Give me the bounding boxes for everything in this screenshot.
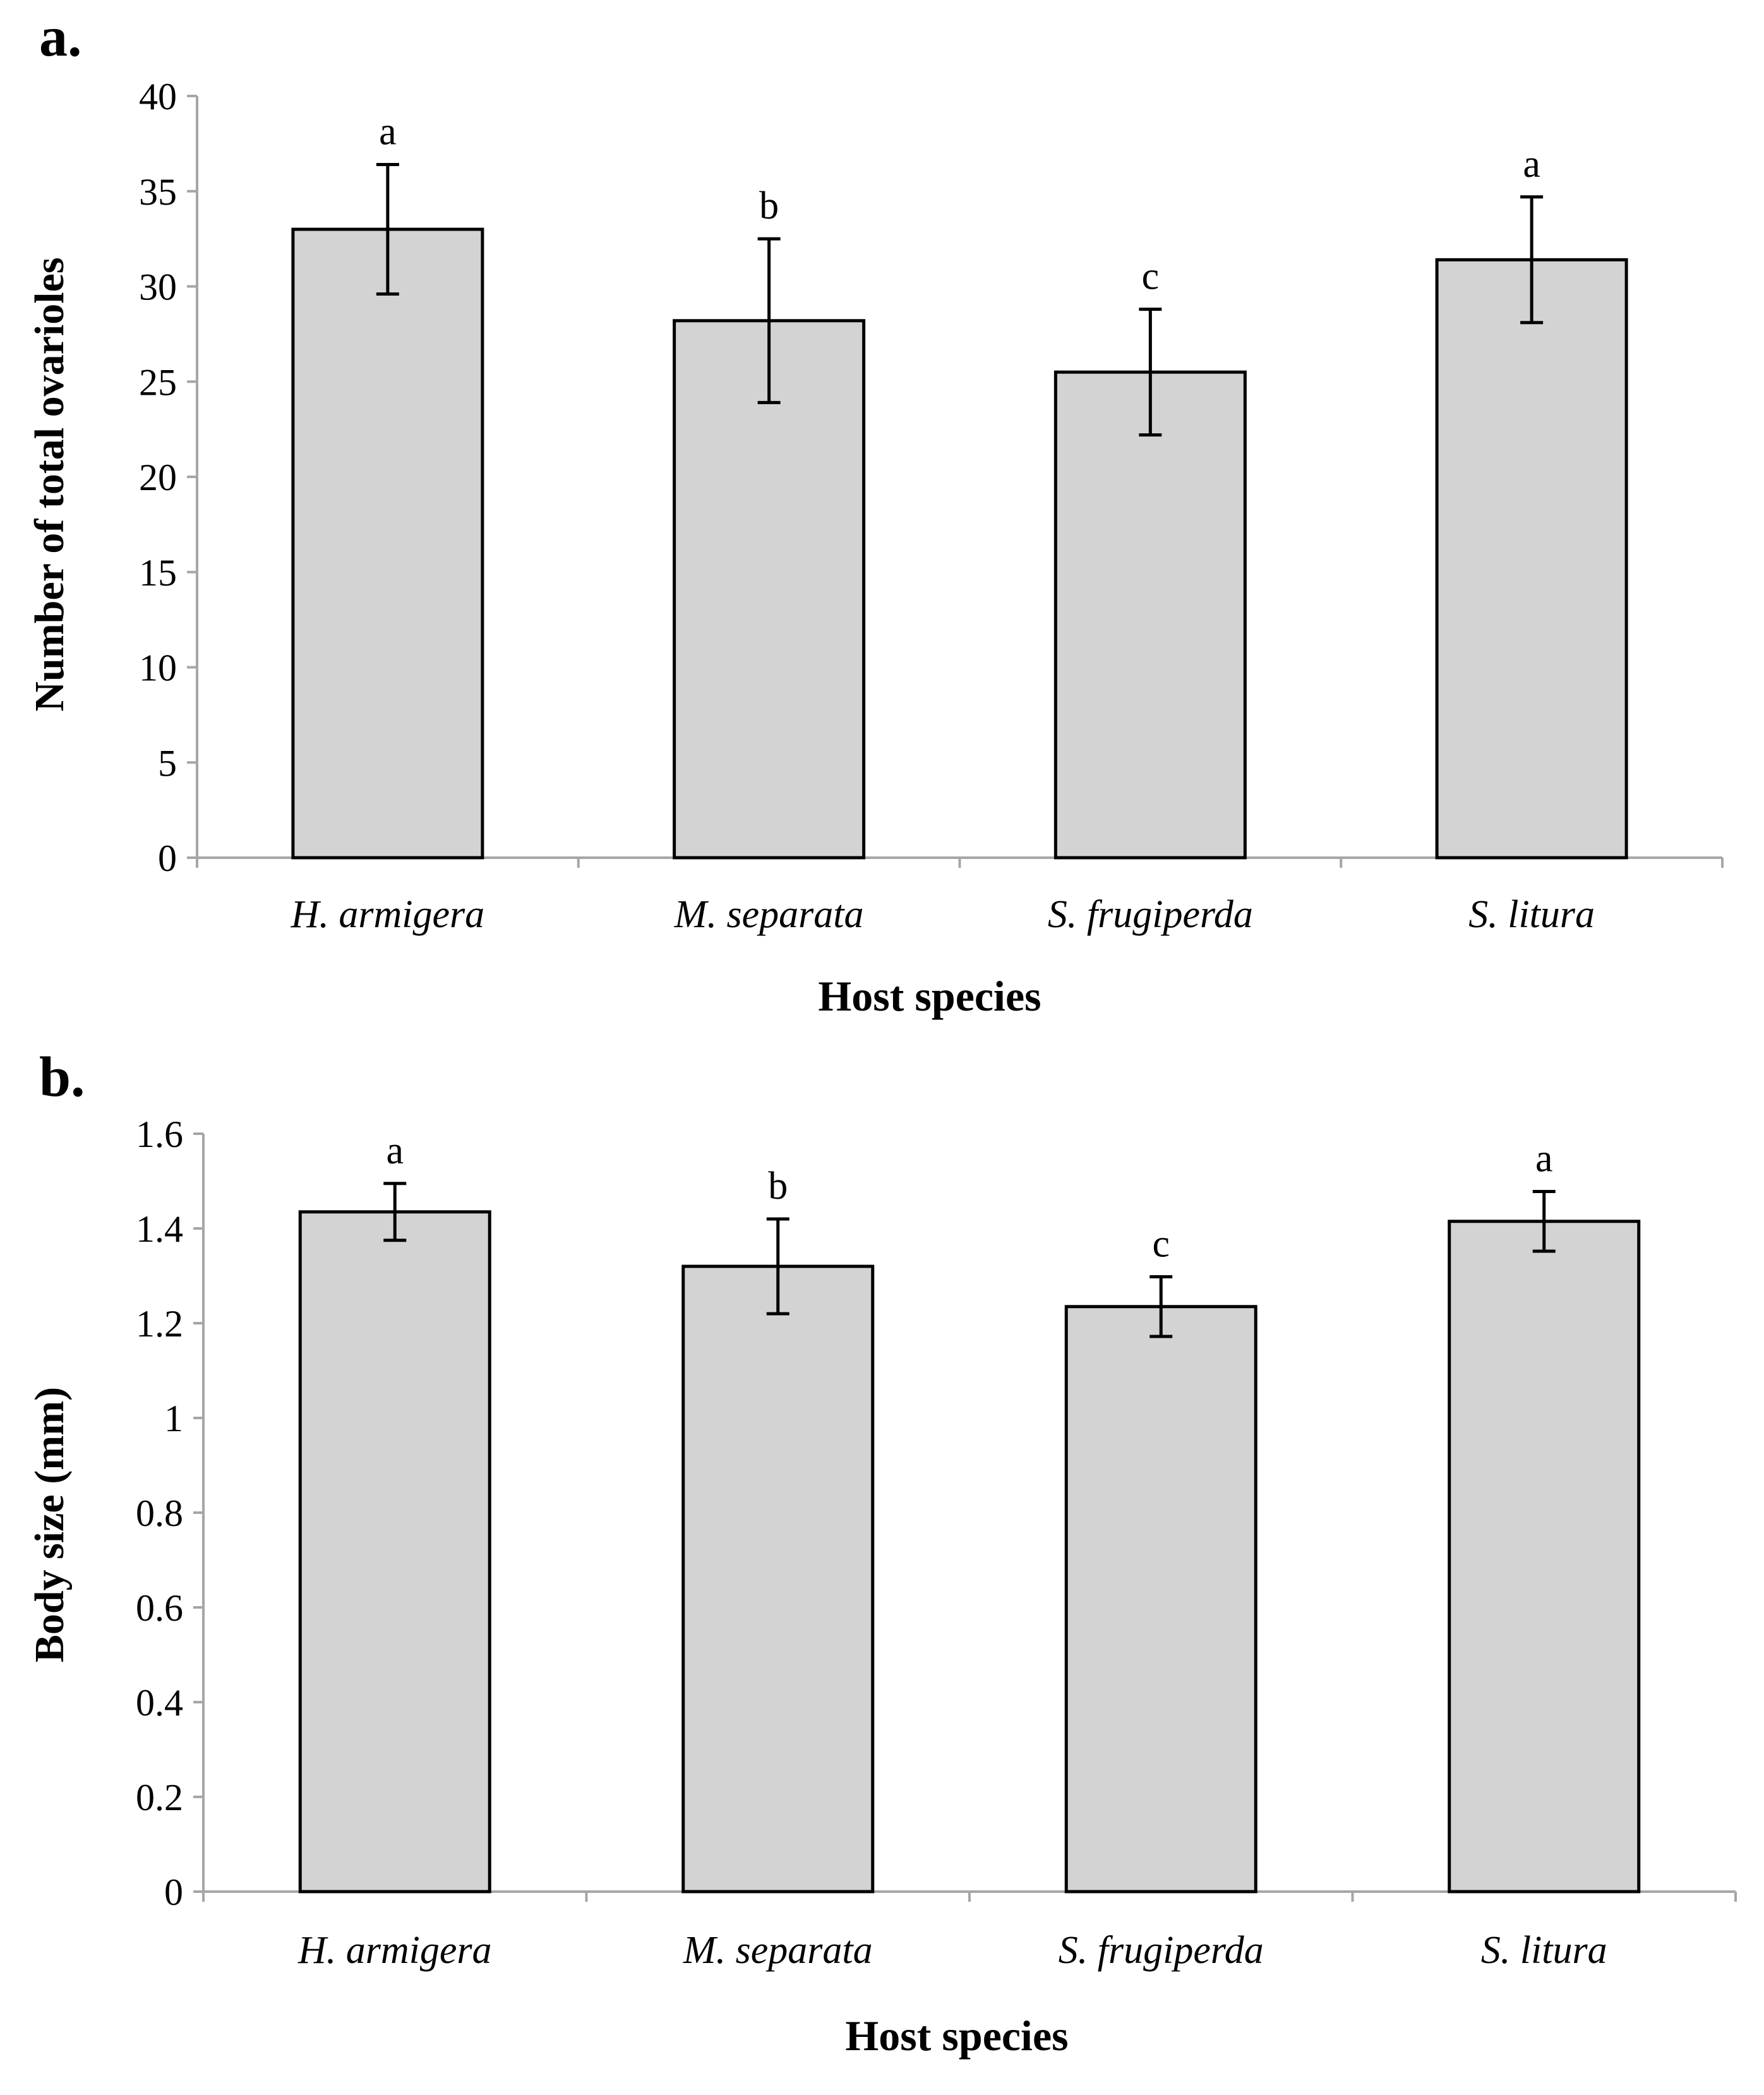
- y-tick-label: 5: [158, 742, 177, 784]
- panel-label: b.: [39, 1046, 85, 1108]
- y-tick-label: 1.4: [136, 1208, 183, 1250]
- panel-a: a. Number of total ovarioles Host specie…: [27, 6, 1724, 1020]
- y-tick-label: 15: [139, 552, 177, 594]
- x-axis-label: Host species: [818, 972, 1041, 1020]
- bar: [1053, 370, 1247, 860]
- y-tick-label: 1.6: [136, 1114, 183, 1155]
- x-tick-label: S. litura: [1468, 893, 1595, 936]
- y-tick-label: 0.2: [136, 1777, 183, 1818]
- x-tick-label: H. armigera: [291, 893, 485, 936]
- y-tick-label: 1.2: [136, 1303, 183, 1345]
- significance-letter: a: [1523, 143, 1540, 186]
- significance-letter: c: [1152, 1223, 1170, 1266]
- plot-area: 0 5 10 15 20 25 30 35 40 a H. armigera b M. separata…: [139, 76, 1724, 936]
- y-axis-label: Number of total ovarioles: [27, 257, 73, 711]
- x-tick-label: S. litura: [1481, 1929, 1607, 1972]
- y-axis-label: Body size (mm): [27, 1387, 73, 1662]
- y-tick-label: 0.6: [136, 1587, 183, 1629]
- y-tick-label: 0.4: [136, 1682, 183, 1724]
- significance-letter: a: [1535, 1138, 1553, 1180]
- y-tick-label: 0: [158, 837, 177, 879]
- y-tick-label: 10: [139, 647, 177, 689]
- bar: [1448, 1220, 1641, 1894]
- significance-letter: b: [759, 184, 779, 227]
- y-tick-label: 0.8: [136, 1492, 183, 1534]
- significance-letter: c: [1142, 255, 1160, 298]
- y-tick-label: 20: [139, 457, 177, 498]
- plot-area: 0 0.2 0.4 0.6 0.8 1 1.2 1.4 1.6 a H. armigera b M. s…: [136, 1114, 1737, 1972]
- x-tick-label: H. armigera: [297, 1929, 492, 1972]
- y-tick-label: 1: [164, 1398, 183, 1439]
- x-axis-label: Host species: [845, 2012, 1068, 2060]
- y-tick-label: 0: [164, 1871, 183, 1913]
- x-tick-label: S. frugiperda: [1048, 893, 1253, 936]
- significance-letter: a: [379, 111, 397, 153]
- bar: [681, 1264, 875, 1894]
- bar: [298, 1210, 491, 1894]
- y-tick-label: 25: [139, 361, 177, 403]
- panel-b: b. Body size (mm) Host species 0 0.2 0.4 0.…: [27, 1046, 1737, 2060]
- x-tick-label: M. separata: [683, 1929, 873, 1972]
- bar: [291, 227, 484, 860]
- bar: [1064, 1305, 1257, 1894]
- x-tick-label: M. separata: [674, 893, 864, 936]
- significance-letter: a: [386, 1129, 404, 1172]
- bar: [1435, 258, 1628, 860]
- significance-letter: b: [768, 1165, 788, 1208]
- y-tick-label: 40: [139, 76, 177, 117]
- y-tick-label: 30: [139, 267, 177, 308]
- y-tick-label: 35: [139, 171, 177, 213]
- x-tick-label: S. frugiperda: [1059, 1929, 1264, 1972]
- panel-label: a.: [39, 6, 82, 68]
